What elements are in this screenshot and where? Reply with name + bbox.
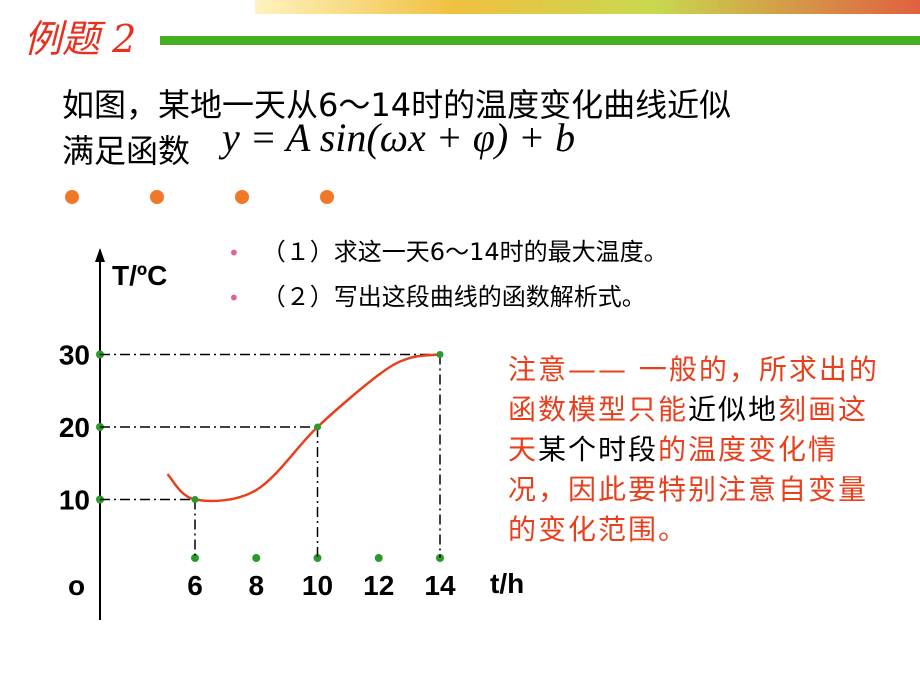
note-text: 刻画这天 (508, 393, 869, 466)
origin-label: o (68, 570, 85, 601)
x-tick-label: 6 (187, 570, 203, 601)
banner (255, 0, 920, 14)
question-text: （２）写出这段曲线的函数解析式。 (261, 283, 646, 311)
x-tick (313, 554, 322, 562)
note-text: 某个时段 (538, 433, 659, 466)
question-text: （１）求这一天6～14时的最大温度。 (261, 238, 668, 266)
y-axis-arrow (95, 248, 105, 262)
point (314, 423, 321, 431)
problem-line: 如图，某地一天从6～14时的温度变化曲线近似 (62, 86, 732, 124)
problem-line: 满足函数 (62, 132, 191, 170)
x-tick-label: 10 (302, 570, 333, 601)
x-tick-label: 8 (248, 570, 264, 601)
y-tick-label: 20 (59, 412, 90, 443)
question: • （１）求这一天6～14时的最大温度。 (228, 238, 668, 266)
dots (65, 190, 334, 204)
header-rule (160, 36, 920, 45)
x-tick (191, 554, 199, 562)
note-text: 注意—— 一般的，所求出的函数模型只能 (508, 353, 879, 426)
title: 例题 2 (24, 17, 137, 61)
note: 注意—— 一般的，所求出的函数模型只能近似地刻画这天某个时段的温度变化情况，因此… (508, 350, 888, 550)
x-tick-label: 12 (363, 570, 394, 601)
note-text: 近似地 (688, 393, 779, 426)
note-text: 的温度变化情况，因此要特别注意自变量的变化范围。 (508, 433, 869, 546)
y-tick-label: 10 (59, 485, 90, 516)
x-tick (252, 554, 261, 562)
x-axis-label: t/h (490, 568, 524, 599)
point (436, 351, 444, 358)
y-axis-label: T/ºC (112, 260, 167, 291)
x-tick (374, 554, 383, 562)
x-tick-label: 14 (424, 570, 456, 601)
question: • （２）写出这段曲线的函数解析式。 (228, 283, 646, 311)
point (191, 496, 199, 503)
chart: T/ºC t/h o 10 20 30 6 8 10 12 14 (59, 248, 524, 620)
formula: y = A sin(ωx + φ) + b (222, 115, 576, 160)
y-tick-label: 30 (59, 340, 90, 371)
